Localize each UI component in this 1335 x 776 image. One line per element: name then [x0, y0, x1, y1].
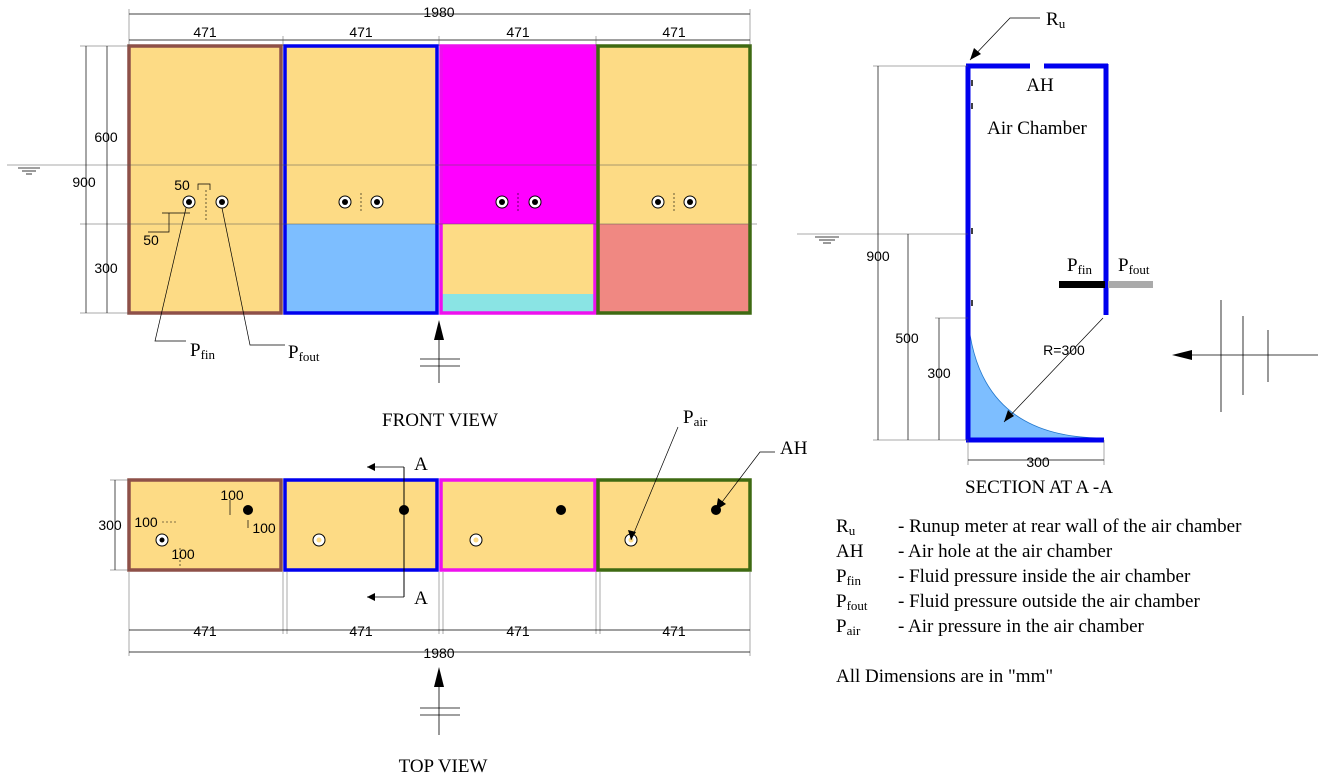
legend-sym-pfin: Pfin	[836, 566, 862, 588]
front-module-1-border	[127, 44, 283, 315]
section-pfout-label: Pfout	[1118, 255, 1150, 277]
top-dim-1980: 1980	[423, 645, 454, 661]
front-dim-50-left: 50	[143, 232, 159, 248]
legend-sym-ru: Ru	[836, 516, 856, 538]
legend-desc-pair: - Air pressure in the air chamber	[898, 616, 1145, 637]
front-sensors-3	[495, 193, 542, 212]
front-module-3-fill-mid	[441, 224, 595, 294]
front-dim-471-1: 471	[193, 24, 217, 40]
front-module-3-fill-strip	[441, 294, 595, 313]
section-ru-leader	[969, 17, 1040, 61]
section-mark-a-top: A	[414, 454, 428, 475]
legend: Ru - Runup meter at rear wall of the air…	[836, 516, 1242, 687]
section-title: SECTION AT A -A	[965, 477, 1113, 498]
front-dim-300: 300	[94, 260, 118, 276]
section-radius-leader	[1003, 317, 1104, 423]
section-view: Ru AH Air Chamber Pfin Pfout R=300 900 5…	[797, 9, 1318, 498]
front-module-4-fill-bottom	[598, 224, 750, 313]
top-dim-100-d: 100	[252, 520, 276, 536]
legend-desc-ah: - Air hole at the air chamber	[898, 541, 1113, 562]
front-pfout-label: Pfout	[288, 342, 320, 364]
top-dim-471-3: 471	[506, 623, 530, 639]
top-dim-100-a: 100	[220, 487, 244, 503]
top-pair-label: Pair	[683, 407, 708, 429]
section-air-chamber-label: Air Chamber	[987, 118, 1087, 139]
top-ah-label: AH	[780, 438, 808, 459]
front-sensors-2	[338, 193, 384, 212]
front-dim-471-3: 471	[506, 24, 530, 40]
top-dim-471-4: 471	[662, 623, 686, 639]
top-view-title: TOP VIEW	[399, 756, 488, 776]
section-pfin-sensor	[1059, 281, 1105, 288]
front-module-4-border	[596, 44, 752, 315]
legend-sym-pfout: Pfout	[836, 591, 868, 613]
front-module-2-border	[283, 44, 439, 315]
front-module-1-fill	[129, 46, 281, 313]
section-dim-300-width: 300	[1026, 454, 1050, 470]
top-dim-471-2: 471	[349, 623, 373, 639]
incident-wave-arrow	[1172, 300, 1318, 412]
section-ah-label: AH	[1026, 75, 1054, 96]
top-air-hole-3	[556, 505, 566, 515]
front-module-3-border	[439, 44, 597, 315]
front-dim-471-2: 471	[349, 24, 373, 40]
front-dim-600: 600	[94, 129, 118, 145]
front-dim-50-top: 50	[174, 177, 190, 193]
top-view-arrow	[420, 667, 460, 735]
section-pfout-sensor	[1108, 281, 1153, 288]
top-dim-300: 300	[98, 517, 122, 533]
section-water-symbol	[815, 236, 839, 244]
section-dim-300-height: 300	[927, 365, 951, 381]
section-pfin-label: Pfin	[1067, 255, 1093, 277]
top-module-1	[127, 478, 283, 572]
section-radius-label: R=300	[1043, 342, 1085, 358]
front-pfin-leader	[154, 207, 187, 342]
top-module-4	[596, 478, 752, 572]
legend-sym-ah: AH	[836, 541, 864, 562]
section-curved-fill	[967, 317, 1104, 439]
section-line-aa	[367, 463, 405, 601]
legend-desc-pfin: - Fluid pressure inside the air chamber	[898, 566, 1191, 587]
front-sensors-4	[651, 193, 697, 212]
top-module-3	[439, 478, 597, 572]
front-dim-900: 900	[72, 174, 96, 190]
top-dim-471-1: 471	[193, 623, 217, 639]
front-module-2-fill-bottom	[285, 224, 437, 313]
top-ah-leader	[715, 451, 775, 511]
front-dim-1980: 1980	[423, 4, 454, 20]
water-level-symbol	[18, 167, 40, 175]
front-view-title: FRONT VIEW	[382, 410, 498, 431]
front-pfout-leader	[221, 207, 285, 346]
section-dim-500: 500	[895, 330, 919, 346]
front-dim-471-4: 471	[662, 24, 686, 40]
legend-note: All Dimensions are in "mm"	[836, 666, 1053, 687]
top-dim-100-b: 100	[134, 514, 158, 530]
top-dim-100-c: 100	[171, 546, 195, 562]
legend-desc-ru: - Runup meter at rear wall of the air ch…	[898, 516, 1242, 537]
top-module-2	[283, 478, 439, 572]
top-pair-leader	[630, 426, 679, 541]
front-view-arrow	[420, 320, 460, 383]
legend-desc-pfout: - Fluid pressure outside the air chamber	[898, 591, 1200, 612]
front-pfin-label: Pfin	[190, 340, 216, 362]
front-view: 1980 471 471 471 471 900 600 300 50 50	[7, 4, 757, 431]
section-ru-label: Ru	[1046, 9, 1066, 31]
section-mark-a-bottom: A	[414, 588, 428, 609]
legend-sym-pair: Pair	[836, 616, 861, 638]
top-view: 100 100 100 100 A A Pair AH	[98, 407, 807, 776]
top-module-1-details	[155, 500, 253, 568]
section-dim-900: 900	[866, 248, 890, 264]
